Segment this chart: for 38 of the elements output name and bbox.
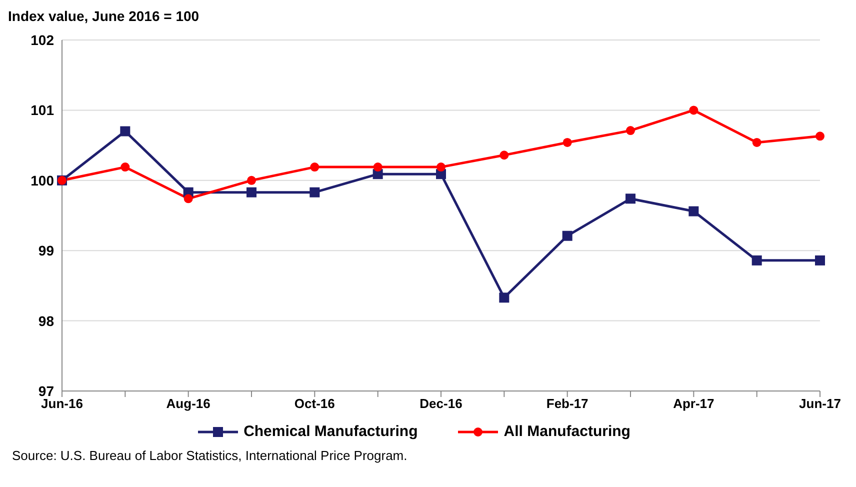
- point: [120, 162, 130, 172]
- x-tick-label: Aug-16: [166, 396, 210, 412]
- point: [562, 230, 572, 241]
- point: [247, 176, 256, 185]
- x-tick-label: Feb-17: [546, 396, 588, 412]
- point: [752, 138, 762, 147]
- y-tick-label: 99: [38, 242, 54, 259]
- point: [815, 255, 825, 266]
- source-note: Source: U.S. Bureau of Labor Statistics, International Price Program.: [12, 448, 408, 463]
- point: [310, 162, 320, 172]
- point: [246, 187, 256, 198]
- point: [816, 132, 824, 141]
- point: [184, 194, 193, 204]
- legend-label: Chemical Manufacturing: [244, 423, 418, 440]
- y-tick-label: 97: [38, 382, 54, 399]
- point: [688, 206, 699, 216]
- legend-label: All Manufacturing: [504, 423, 630, 440]
- point: [626, 126, 635, 136]
- point: [689, 106, 698, 115]
- x-tick-label: Apr-17: [673, 396, 714, 412]
- point: [120, 126, 130, 136]
- y-tick-label: 102: [30, 32, 54, 48]
- point: [626, 194, 636, 204]
- point: [310, 187, 320, 198]
- point: [373, 162, 382, 172]
- y-axis-title: Index value, June 2016 = 100: [8, 8, 200, 24]
- point: [752, 255, 762, 266]
- x-tick-label: Jun-16: [41, 396, 83, 412]
- y-tick-label: 98: [38, 312, 54, 329]
- y-tick-label: 100: [30, 172, 54, 188]
- point: [562, 138, 572, 147]
- x-tick-label: Oct-16: [294, 396, 335, 412]
- point: [436, 162, 446, 172]
- point: [499, 292, 510, 303]
- x-tick-label: Jun-17: [799, 396, 841, 412]
- y-tick-label: 101: [30, 102, 54, 118]
- x-tick-label: Dec-16: [420, 396, 462, 412]
- point: [500, 150, 509, 160]
